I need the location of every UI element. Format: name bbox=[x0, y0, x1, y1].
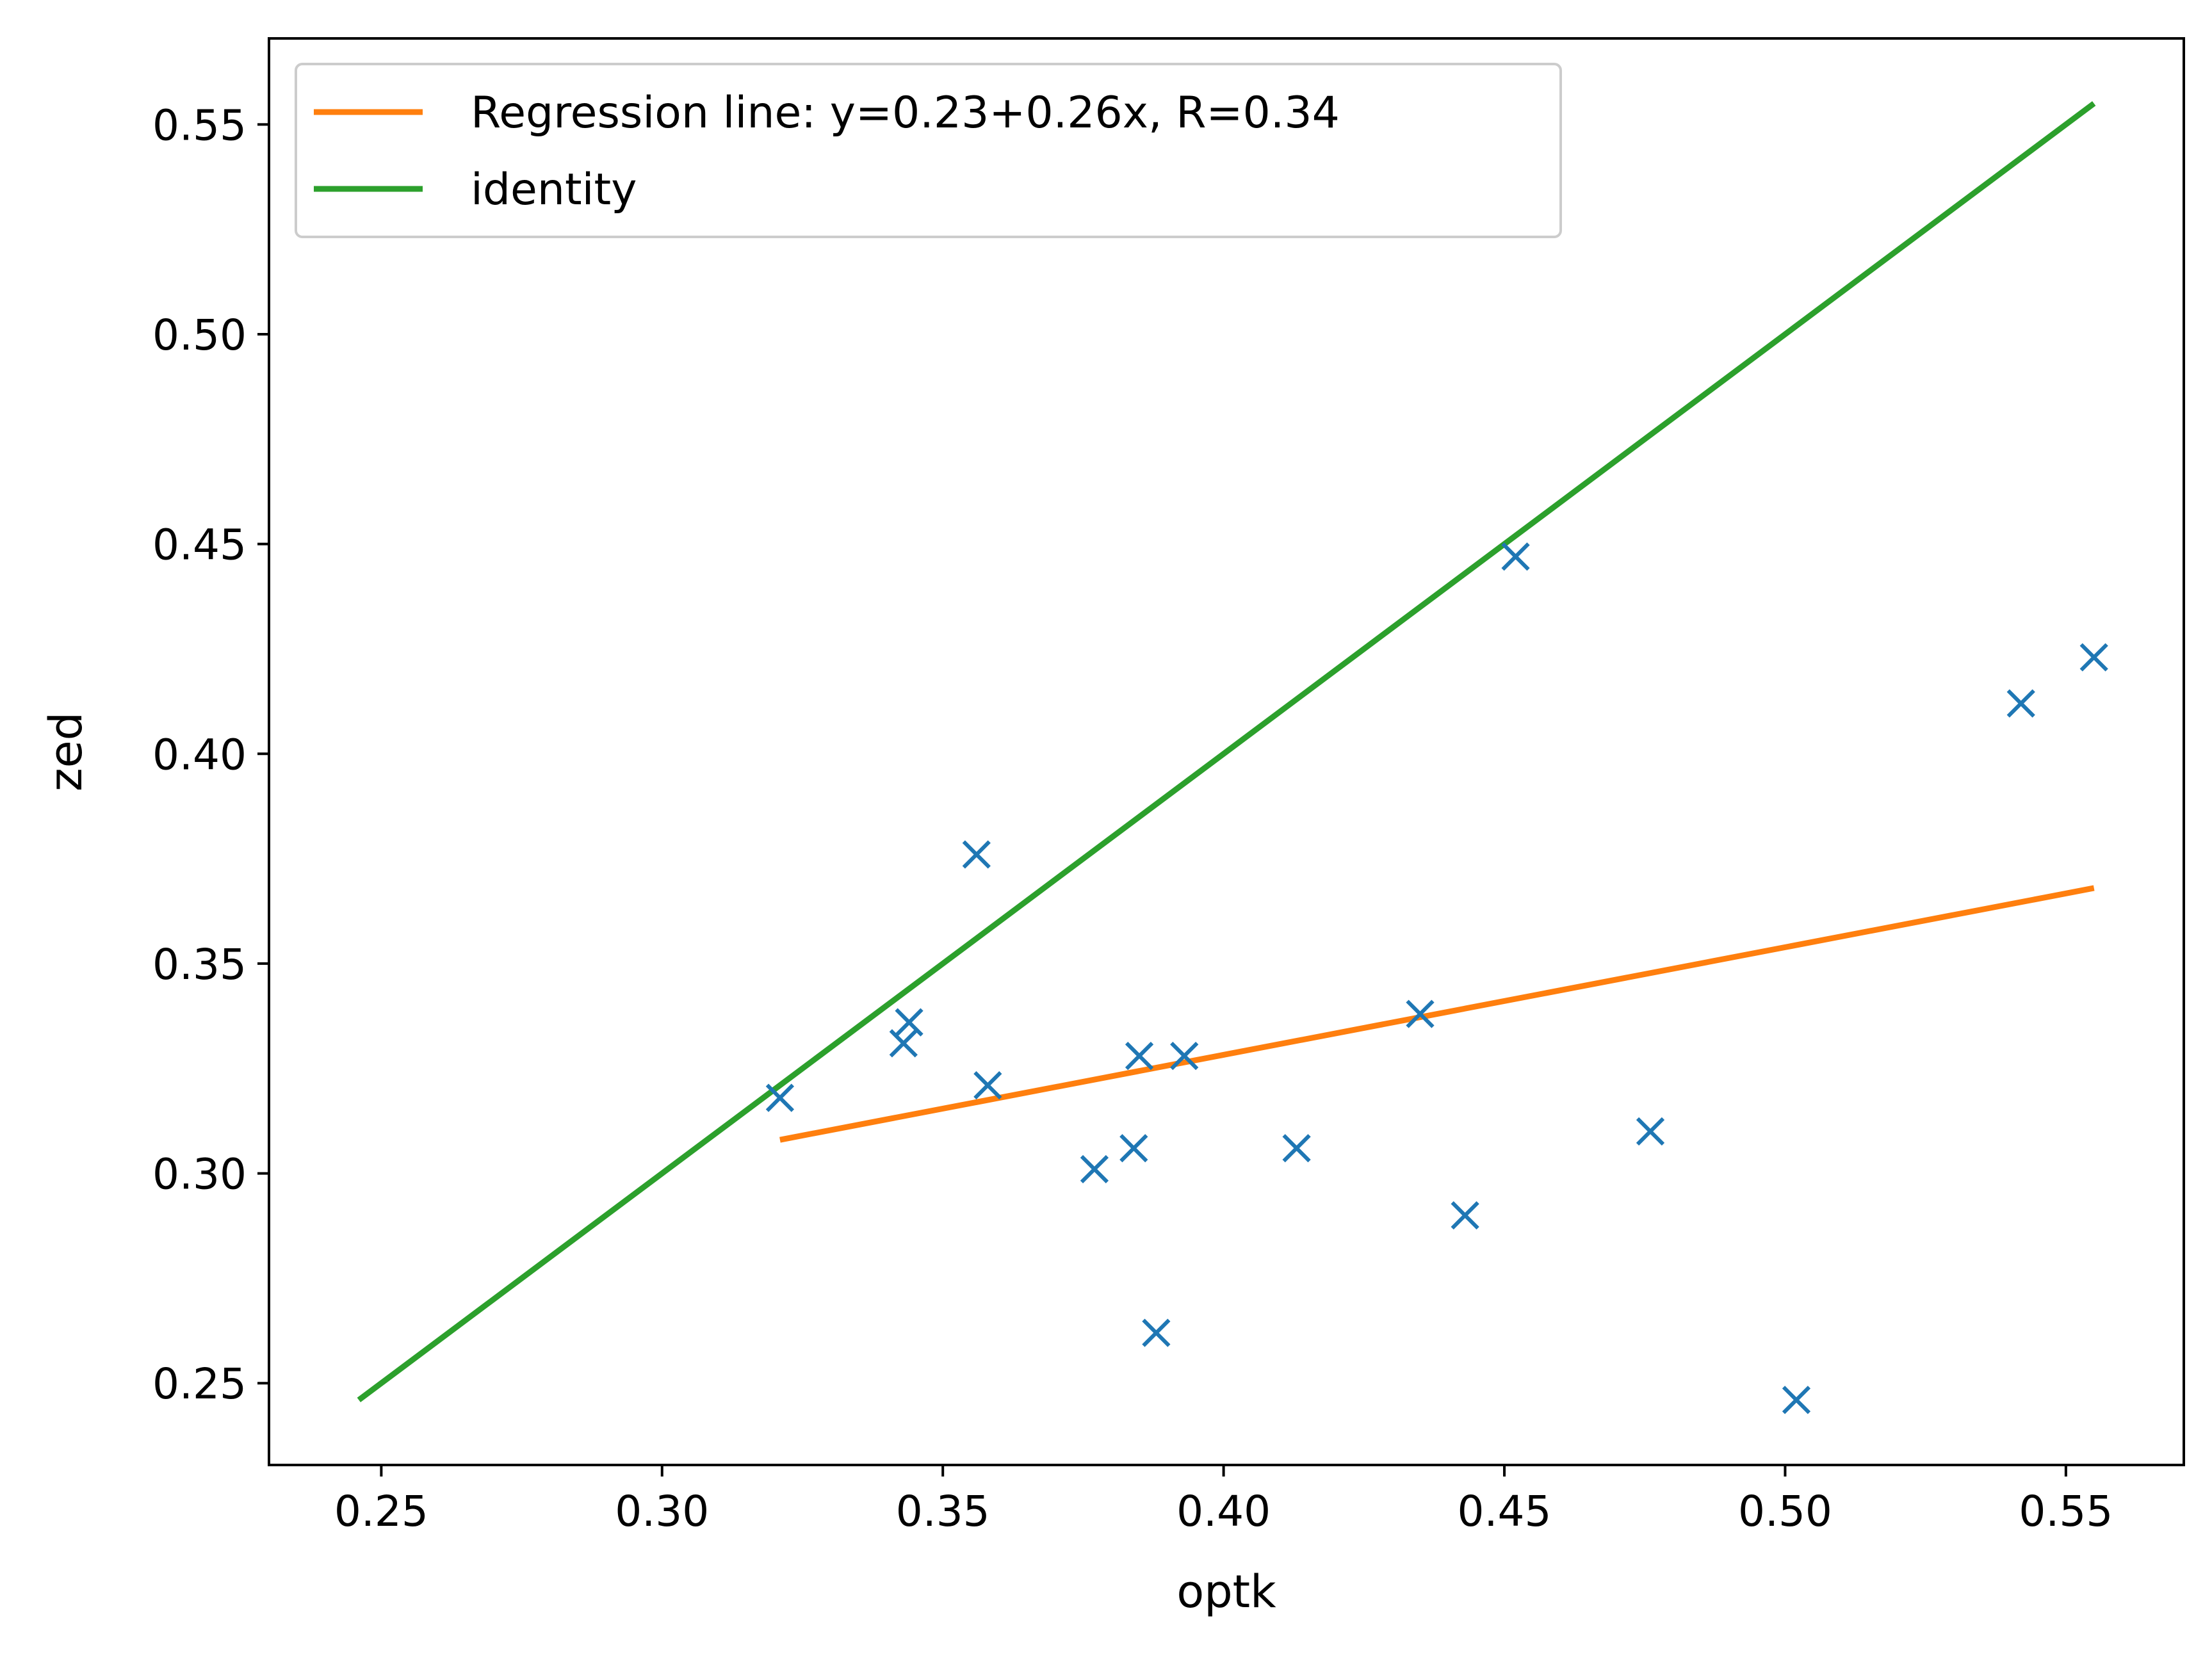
x-tick-label: 0.45 bbox=[1458, 1487, 1552, 1536]
y-axis-label: zed bbox=[40, 712, 92, 791]
data-point-2 bbox=[889, 1029, 918, 1058]
data-point-13 bbox=[1451, 1201, 1479, 1230]
data-point-14 bbox=[1501, 542, 1530, 571]
data-point-7 bbox=[1119, 1134, 1148, 1163]
data-point-17 bbox=[2006, 689, 2035, 718]
y-tick-label: 0.25 bbox=[152, 1359, 247, 1409]
data-point-12 bbox=[1406, 999, 1435, 1028]
y-tick-label: 0.40 bbox=[152, 730, 247, 779]
legend-entry-label: Regression line: y=0.23+0.26x, R=0.34 bbox=[471, 88, 1340, 138]
legend-box bbox=[295, 63, 1562, 238]
data-point-8 bbox=[1125, 1041, 1154, 1071]
x-axis-label: optk bbox=[1176, 1566, 1276, 1618]
y-tick-label: 0.35 bbox=[152, 940, 247, 989]
x-tick-label: 0.35 bbox=[896, 1487, 990, 1536]
data-point-6 bbox=[1080, 1154, 1109, 1184]
data-point-1 bbox=[765, 1083, 795, 1112]
data-point-5 bbox=[973, 1071, 1002, 1100]
y-tick-label: 0.55 bbox=[152, 101, 247, 150]
data-point-10 bbox=[1170, 1041, 1199, 1071]
series-line-identity bbox=[357, 101, 2096, 1403]
x-tick-label: 0.40 bbox=[1176, 1487, 1271, 1536]
axes-frame bbox=[268, 37, 2185, 1466]
y-tick-label: 0.30 bbox=[152, 1150, 247, 1199]
data-point-16 bbox=[1782, 1386, 1811, 1414]
plot-area bbox=[357, 101, 2108, 1414]
data-point-3 bbox=[895, 1008, 923, 1037]
data-point-9 bbox=[1142, 1318, 1171, 1347]
x-tick-label: 0.25 bbox=[334, 1487, 428, 1536]
axes: 0.25 0.30 0.35 0.40 0.45 0.50 0.55 0.25 0.30 0.35… bbox=[40, 37, 2185, 1618]
data-point-15 bbox=[1636, 1117, 1665, 1146]
x-tick-label: 0.50 bbox=[1738, 1487, 1832, 1536]
y-tick-label: 0.45 bbox=[152, 521, 247, 570]
legend-entry-label: identity bbox=[471, 165, 637, 215]
data-point-18 bbox=[2079, 643, 2108, 672]
y-tick-label: 0.50 bbox=[152, 311, 247, 360]
data-point-4 bbox=[962, 840, 991, 869]
data-point-11 bbox=[1282, 1134, 1311, 1163]
x-tick-label: 0.30 bbox=[615, 1487, 709, 1536]
x-tick-label: 0.55 bbox=[2019, 1487, 2113, 1536]
legend: Regression line: y=0.23+0.26x, R=0.34 ide… bbox=[295, 63, 1562, 238]
